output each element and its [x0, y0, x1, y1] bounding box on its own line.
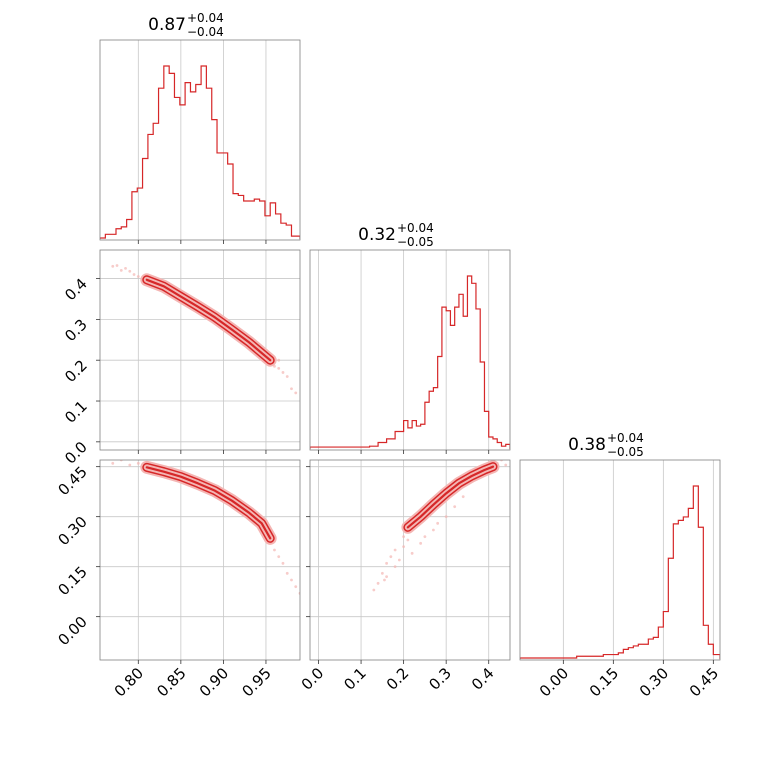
- scatter-point-21-14: [436, 521, 440, 525]
- y-tick-label-row1-1: 0.1: [61, 397, 91, 427]
- panel-frame-10: [99, 249, 301, 451]
- contour-inner-21: [406, 465, 495, 529]
- histogram-title-0: 0.87: [148, 15, 186, 35]
- scatter-point-21-13: [432, 528, 435, 532]
- scatter-point-21-8: [397, 558, 401, 562]
- x-tick-label-col1-3: 0.3: [425, 664, 455, 694]
- histogram-title-plus-1: +0.04: [397, 221, 434, 235]
- histogram-1: [310, 275, 510, 449]
- scatter-point-10-17: [277, 358, 281, 362]
- scatter-point-10-12: [277, 366, 281, 370]
- histogram-title-minus-0: −0.04: [187, 25, 224, 39]
- x-tick-label-col0-0: 0.80: [111, 664, 147, 700]
- scatter-point-20-11: [290, 578, 293, 582]
- y-tick-label-row1-0: 0.0: [61, 438, 91, 468]
- scatter-point-20-7: [273, 548, 276, 552]
- scatter-point-21-10: [410, 551, 414, 555]
- y-tick-label-row2-0: 0.00: [54, 613, 90, 649]
- x-tick-label-col0-2: 0.90: [196, 664, 232, 700]
- y-tick-label-row1-4: 0.4: [61, 275, 91, 305]
- scatter-point-20-3: [136, 461, 140, 465]
- scatter-point-21-6: [385, 575, 388, 579]
- scatter-point-20-2: [128, 463, 132, 467]
- scatter-point-21-3: [385, 561, 388, 565]
- x-tick-label-col2-1: 0.15: [586, 664, 622, 700]
- histogram-title-plus-0: +0.04: [187, 11, 224, 25]
- scatter-point-21-17: [461, 495, 465, 499]
- panel-frame-21: [309, 459, 511, 661]
- y-tick-label-row2-1: 0.15: [54, 563, 90, 599]
- scatter-point-21-16: [453, 505, 457, 509]
- x-tick-label-col0-3: 0.95: [238, 664, 274, 700]
- histogram-title-minus-2: −0.05: [607, 445, 644, 459]
- panel-frame-20: [99, 459, 301, 661]
- y-tick-label-row1-2: 0.2: [61, 356, 91, 386]
- histogram-title-1: 0.32: [358, 225, 396, 245]
- scatter-point-20-8: [277, 555, 281, 559]
- scatter-point-21-5: [393, 548, 397, 552]
- scatter-point-21-21: [383, 578, 386, 582]
- scatter-point-21-15: [444, 515, 448, 519]
- scatter-point-21-11: [419, 541, 423, 545]
- x-tick-label-col1-0: 0.0: [298, 664, 328, 694]
- panel-frame-diag-1: [309, 249, 511, 451]
- scatter-point-20-9: [281, 561, 285, 565]
- scatter-point-21-1: [376, 581, 380, 585]
- scatter-point-10-0: [111, 264, 115, 268]
- scatter-point-21-22: [402, 535, 406, 539]
- y-tick-label-row1-3: 0.3: [61, 315, 91, 345]
- scatter-point-10-6: [136, 275, 140, 278]
- x-tick-label-col2-3: 0.45: [686, 664, 722, 700]
- scatter-point-10-5: [132, 273, 136, 276]
- panel-frame-diag-0: [99, 39, 301, 241]
- x-tick-label-col2-2: 0.30: [636, 664, 672, 700]
- y-tick-label-row2-3: 0.45: [54, 463, 90, 499]
- histogram-title-plus-2: +0.04: [607, 431, 644, 445]
- scatter-point-10-1: [115, 264, 119, 267]
- x-tick-label-col1-1: 0.1: [340, 664, 370, 694]
- histogram-2: [520, 485, 720, 659]
- scatter-point-21-12: [423, 535, 427, 539]
- scatter-point-21-20: [504, 463, 508, 467]
- scatter-point-10-15: [290, 387, 293, 391]
- scatter-point-21-4: [389, 555, 393, 559]
- scatter-point-20-10: [285, 571, 289, 575]
- scatter-point-10-16: [294, 391, 298, 395]
- scatter-point-10-13: [281, 371, 285, 374]
- histogram-0: [100, 65, 300, 239]
- scatter-point-21-23: [406, 538, 410, 542]
- x-tick-label-col0-1: 0.85: [153, 664, 189, 700]
- contour-fill-outer-20: [140, 460, 277, 545]
- contour-inner-20: [145, 466, 272, 540]
- scatter-point-21-9: [402, 545, 406, 549]
- panel-frame-diag-2: [519, 459, 721, 661]
- scatter-point-21-7: [393, 565, 397, 569]
- histogram-title-2: 0.38: [568, 435, 606, 455]
- scatter-point-21-0: [372, 588, 376, 592]
- scatter-point-10-2: [119, 269, 123, 272]
- x-tick-label-col1-2: 0.2: [383, 664, 413, 694]
- scatter-point-20-0: [111, 461, 115, 465]
- contour-inner-10: [145, 278, 272, 362]
- scatter-point-10-3: [124, 266, 127, 270]
- y-tick-label-row2-2: 0.30: [54, 513, 90, 549]
- scatter-point-21-2: [380, 571, 384, 575]
- scatter-point-10-4: [128, 269, 132, 273]
- histogram-title-minus-1: −0.05: [397, 235, 434, 249]
- scatter-point-20-12: [294, 585, 298, 589]
- x-tick-label-col2-0: 0.00: [536, 664, 572, 700]
- scatter-point-10-14: [285, 375, 289, 378]
- x-tick-label-col1-4: 0.4: [468, 664, 498, 694]
